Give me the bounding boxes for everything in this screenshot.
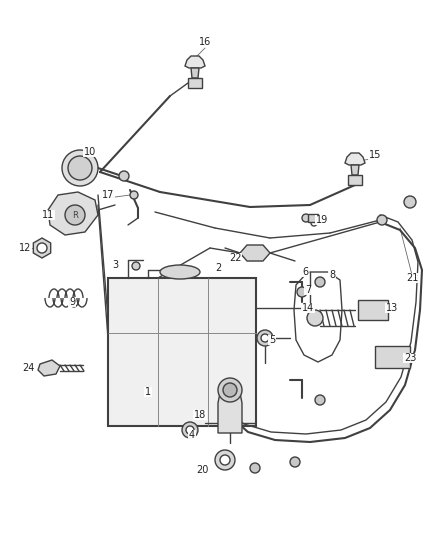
Text: 23: 23	[404, 353, 416, 363]
Text: 5: 5	[269, 335, 275, 345]
Circle shape	[315, 395, 325, 405]
Text: 3: 3	[112, 260, 118, 270]
Polygon shape	[345, 153, 365, 165]
Circle shape	[377, 215, 387, 225]
Polygon shape	[185, 56, 205, 68]
Text: 15: 15	[369, 150, 381, 160]
Circle shape	[186, 426, 194, 434]
Text: 1: 1	[145, 387, 151, 397]
Text: 14: 14	[302, 303, 314, 313]
Text: 19: 19	[316, 215, 328, 225]
Text: 12: 12	[19, 243, 31, 253]
Bar	[375, 346, 410, 368]
Circle shape	[250, 463, 260, 473]
Circle shape	[220, 455, 230, 465]
Polygon shape	[38, 360, 60, 376]
Polygon shape	[240, 245, 270, 261]
Text: 13: 13	[386, 303, 398, 313]
Polygon shape	[218, 393, 242, 433]
Bar	[358, 300, 388, 320]
Text: 16: 16	[199, 37, 211, 47]
Text: 8: 8	[329, 270, 335, 280]
Text: 11: 11	[42, 210, 54, 220]
Text: 2: 2	[215, 263, 221, 273]
Circle shape	[182, 422, 198, 438]
Circle shape	[37, 243, 47, 253]
Bar	[348, 175, 362, 185]
Circle shape	[290, 457, 300, 467]
Circle shape	[62, 150, 98, 186]
Circle shape	[68, 156, 92, 180]
Text: 6: 6	[302, 267, 308, 277]
Polygon shape	[108, 278, 256, 426]
Text: 20: 20	[196, 465, 208, 475]
Text: 17: 17	[102, 190, 114, 200]
Polygon shape	[191, 68, 199, 78]
Text: 7: 7	[305, 285, 311, 295]
Circle shape	[315, 277, 325, 287]
Circle shape	[218, 378, 242, 402]
Circle shape	[223, 383, 237, 397]
Text: 22: 22	[229, 253, 241, 263]
Circle shape	[132, 262, 140, 270]
Ellipse shape	[160, 265, 200, 279]
Circle shape	[257, 330, 273, 346]
Circle shape	[302, 214, 310, 222]
Polygon shape	[48, 192, 98, 235]
Circle shape	[307, 310, 323, 326]
Bar	[188, 78, 202, 88]
Text: 24: 24	[22, 363, 34, 373]
Text: 4: 4	[189, 430, 195, 440]
Text: 9: 9	[69, 297, 75, 307]
Circle shape	[119, 171, 129, 181]
Circle shape	[215, 450, 235, 470]
Polygon shape	[351, 165, 359, 175]
Polygon shape	[33, 238, 51, 258]
Text: 18: 18	[194, 410, 206, 420]
Circle shape	[297, 287, 307, 297]
Text: R: R	[72, 211, 78, 220]
Bar	[308, 214, 318, 222]
Circle shape	[261, 334, 269, 342]
Circle shape	[65, 205, 85, 225]
Circle shape	[404, 196, 416, 208]
Circle shape	[130, 191, 138, 199]
Text: 21: 21	[406, 273, 418, 283]
Circle shape	[311, 220, 317, 226]
Text: 10: 10	[84, 147, 96, 157]
